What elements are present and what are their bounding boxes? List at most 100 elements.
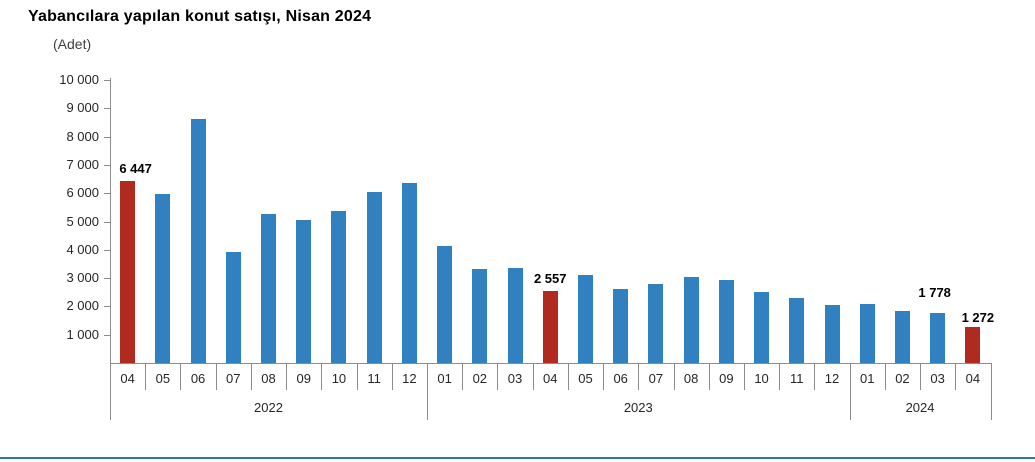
bar [437, 245, 453, 363]
y-tick-label: 6 000 [66, 185, 99, 201]
y-tick-label: 5 000 [66, 213, 99, 229]
month-separator [356, 363, 358, 390]
month-label: 03 [930, 371, 945, 386]
month-label: 02 [895, 371, 910, 386]
month-label: 04 [120, 371, 135, 386]
month-separator [955, 363, 957, 390]
bar [296, 219, 312, 363]
y-tick-label: 3 000 [66, 270, 99, 286]
month-label: 04 [965, 371, 981, 386]
y-tick [104, 193, 111, 195]
month-separator [814, 363, 816, 390]
month-separator [180, 363, 182, 390]
y-tick-label: 1 000 [66, 326, 99, 342]
bar [366, 191, 382, 363]
bar-value-label: 6 447 [119, 160, 152, 176]
y-tick-label: 7 000 [66, 156, 99, 172]
month-label: 01 [437, 371, 452, 386]
y-tick-label: 9 000 [66, 100, 99, 116]
month-label: 12 [824, 371, 840, 386]
x-axis-line [110, 363, 991, 364]
month-separator [708, 363, 710, 390]
month-label: 10 [754, 371, 769, 386]
bar [894, 311, 910, 363]
bar-value-label: 1 272 [961, 310, 995, 325]
year-label: 2024 [905, 400, 935, 415]
y-tick [104, 221, 111, 223]
month-separator [638, 363, 640, 390]
chart-title: Yabancılara yapılan konut satışı, Nisan … [28, 8, 372, 25]
month-label: 09 [719, 371, 734, 386]
bar [472, 268, 488, 363]
month-label: 09 [296, 371, 311, 386]
year-label: 2022 [254, 400, 283, 415]
chart-unit-label: (Adet) [53, 36, 92, 52]
bar [965, 327, 981, 363]
bar [120, 180, 136, 363]
y-tick [104, 108, 111, 110]
month-label: 08 [683, 371, 699, 386]
month-separator [920, 363, 922, 390]
month-label: 04 [543, 371, 558, 386]
month-separator [673, 363, 675, 390]
month-label: 11 [367, 371, 381, 386]
bar [507, 267, 523, 363]
bar [577, 274, 593, 363]
month-separator [532, 363, 534, 390]
y-tick [104, 306, 111, 308]
month-label: 11 [790, 371, 804, 386]
bar-value-label: 2 557 [533, 270, 567, 286]
month-separator [321, 363, 323, 390]
year-separator [110, 363, 111, 420]
month-separator [391, 363, 393, 390]
bar [683, 277, 699, 363]
y-tick [104, 278, 111, 280]
bar [754, 291, 770, 363]
bar [613, 289, 629, 363]
month-label: 08 [261, 371, 276, 386]
y-tick [104, 80, 111, 81]
y-tick [104, 136, 111, 138]
bar [789, 297, 805, 363]
month-label: 12 [402, 371, 417, 386]
y-axis-line [110, 78, 111, 420]
bar [260, 213, 276, 363]
month-label: 05 [578, 371, 593, 386]
month-separator [603, 363, 605, 390]
month-label: 03 [507, 371, 523, 386]
month-separator [779, 363, 781, 390]
bar [225, 252, 241, 363]
bottom-rule-line [0, 457, 1035, 459]
month-label: 05 [155, 371, 171, 386]
bar [718, 279, 734, 363]
bar [542, 290, 558, 363]
month-label: 06 [613, 371, 628, 386]
month-separator [145, 363, 147, 390]
month-label: 10 [331, 371, 347, 386]
bar [824, 304, 840, 363]
y-tick [104, 334, 111, 336]
month-label: 01 [859, 371, 875, 386]
year-separator [849, 363, 851, 420]
month-separator [215, 363, 217, 390]
y-tick [104, 249, 111, 251]
bar [190, 118, 206, 363]
y-tick [104, 164, 111, 166]
month-label: 07 [648, 371, 664, 386]
bar [859, 304, 875, 363]
y-tick-label: 10 000 [59, 72, 99, 87]
year-separator [426, 363, 428, 420]
month-separator [497, 363, 499, 390]
bar [331, 210, 347, 363]
y-tick-label: 4 000 [66, 241, 99, 257]
month-separator [743, 363, 745, 390]
bar [401, 183, 417, 363]
month-separator [462, 363, 464, 390]
y-tick-label: 2 000 [66, 298, 99, 314]
month-label: 07 [226, 371, 241, 386]
month-separator [567, 363, 569, 390]
bar [155, 194, 171, 363]
month-separator [286, 363, 288, 390]
